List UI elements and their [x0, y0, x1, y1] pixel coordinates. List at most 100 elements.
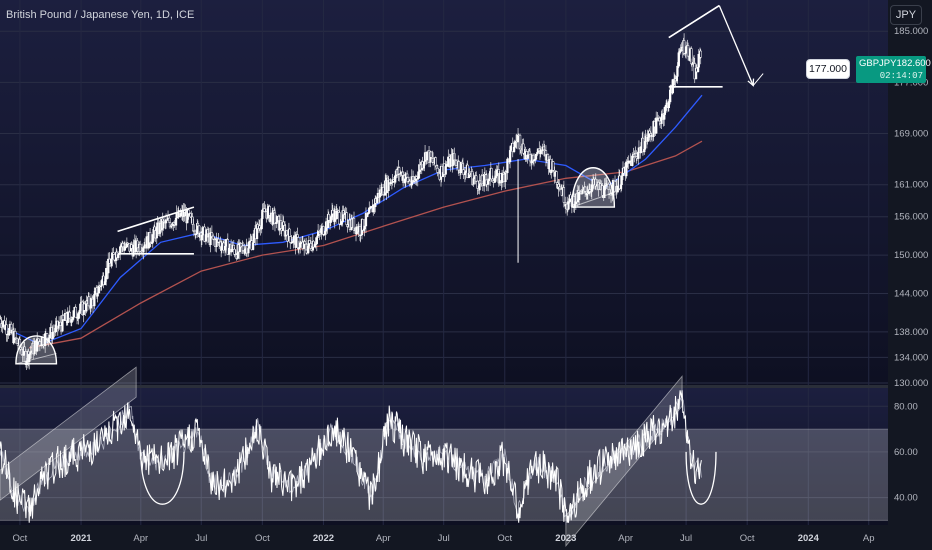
candle-body	[220, 245, 223, 251]
rounded-bottom-pattern	[571, 167, 616, 208]
candle-body	[583, 186, 587, 192]
symbol-label: GBPJPY	[859, 58, 897, 69]
candle-body	[663, 106, 666, 115]
candle-body	[79, 303, 82, 311]
candle-body	[368, 207, 371, 213]
candle-body	[100, 280, 103, 287]
candle-body	[83, 303, 86, 311]
candle-body	[436, 167, 439, 173]
candle-body	[130, 244, 133, 249]
candle-body	[124, 246, 127, 248]
time-tick-label: 2021	[70, 533, 92, 544]
candle-body	[72, 310, 75, 318]
candle-body	[201, 227, 204, 236]
candle-body	[552, 161, 555, 171]
candle-body	[61, 315, 65, 320]
bar-countdown: 02:14:07	[879, 71, 923, 81]
time-tick-label: Apr	[376, 533, 391, 544]
time-tick-label: 2023	[555, 533, 576, 544]
oscillator-tick-label: 80.00	[894, 401, 918, 412]
candle-body	[487, 178, 490, 181]
candle-body	[340, 221, 343, 225]
candle-body	[36, 338, 39, 352]
candle-body	[247, 241, 251, 249]
candle-body	[475, 175, 478, 182]
candle-body	[96, 292, 99, 297]
oscillator-axis[interactable]: 80.00 60.00 40.00	[894, 401, 918, 503]
price-tick-label: 156.000	[894, 212, 928, 223]
oscillator-band-fill	[0, 429, 888, 521]
time-tick-label: 2022	[313, 533, 334, 544]
candle-body	[28, 354, 31, 363]
candle-body	[682, 40, 686, 54]
candle-body	[291, 241, 294, 244]
time-axis[interactable]: Oct 2021 Apr Jul Oct 2022 Apr Jul Oct 2023 Apr Jul O…	[13, 533, 875, 544]
time-tick-label: Oct	[497, 533, 512, 544]
candle-body	[522, 143, 525, 154]
candle-body	[627, 160, 630, 164]
candle-body	[194, 233, 198, 235]
candle-body	[126, 242, 129, 245]
time-tick-label: Oct	[740, 533, 755, 544]
candle-body	[453, 159, 457, 161]
currency-button[interactable]: JPY	[890, 5, 922, 25]
candle-body	[534, 153, 538, 160]
price-tick-label: 134.000	[894, 352, 928, 363]
rounded-bottom-base	[571, 191, 615, 208]
candle-body	[89, 297, 93, 309]
candle-body	[151, 234, 154, 243]
candle-body	[543, 149, 546, 151]
grid-lines	[0, 0, 888, 525]
candle-body	[46, 333, 49, 339]
projection-arrow-lead	[668, 5, 720, 39]
price-tick-label: 150.000	[894, 250, 928, 261]
candle-body	[209, 232, 212, 246]
candle-body	[331, 210, 334, 215]
time-axis-background	[0, 525, 888, 550]
candle-body	[406, 177, 409, 182]
candle-body	[289, 236, 292, 244]
candle-body	[93, 290, 97, 295]
candle-body	[308, 240, 311, 244]
candle-body	[23, 346, 26, 352]
candle-body	[164, 219, 168, 224]
candle-body	[417, 171, 420, 179]
oscillator-rounded-bottom	[140, 451, 185, 505]
price-tick-label: 185.000	[894, 26, 928, 37]
candle-body	[494, 175, 497, 179]
rounded-bottom-base	[15, 352, 57, 365]
target-price-callout[interactable]: 177.000	[806, 59, 850, 79]
candle-body	[288, 228, 291, 237]
candle-body	[282, 221, 285, 226]
candle-body	[590, 184, 593, 192]
candle-body	[70, 319, 73, 323]
candle-body	[252, 233, 255, 244]
candle-body	[387, 179, 390, 191]
time-tick-label: Jul	[438, 533, 450, 544]
candle-body	[366, 213, 369, 217]
candle-body	[361, 219, 364, 231]
time-tick-label: 2024	[798, 533, 820, 544]
candle-body	[679, 49, 682, 52]
oscillator-tick-label: 60.00	[894, 447, 918, 458]
oscillator-tick-label: 40.00	[894, 493, 918, 504]
candle-body	[105, 268, 108, 280]
candle-body	[74, 306, 77, 318]
candle-body	[241, 245, 245, 251]
last-price-badge[interactable]: GBPJPY 182.600 02:14:07	[856, 56, 931, 83]
oscillator-line	[0, 390, 702, 523]
candle-body	[490, 168, 493, 180]
candle-body	[87, 296, 91, 307]
candle-body	[457, 161, 461, 171]
candle-body	[303, 241, 307, 245]
candle-body	[398, 167, 401, 175]
candle-body	[686, 45, 690, 57]
candle-body	[51, 332, 54, 339]
time-tick-label: Jul	[680, 533, 692, 544]
chart-drawings[interactable]	[15, 4, 764, 365]
candle-body	[77, 313, 80, 320]
candle-body	[445, 165, 448, 167]
oscillator-series	[0, 366, 717, 547]
last-price-label: 182.600	[896, 58, 931, 69]
